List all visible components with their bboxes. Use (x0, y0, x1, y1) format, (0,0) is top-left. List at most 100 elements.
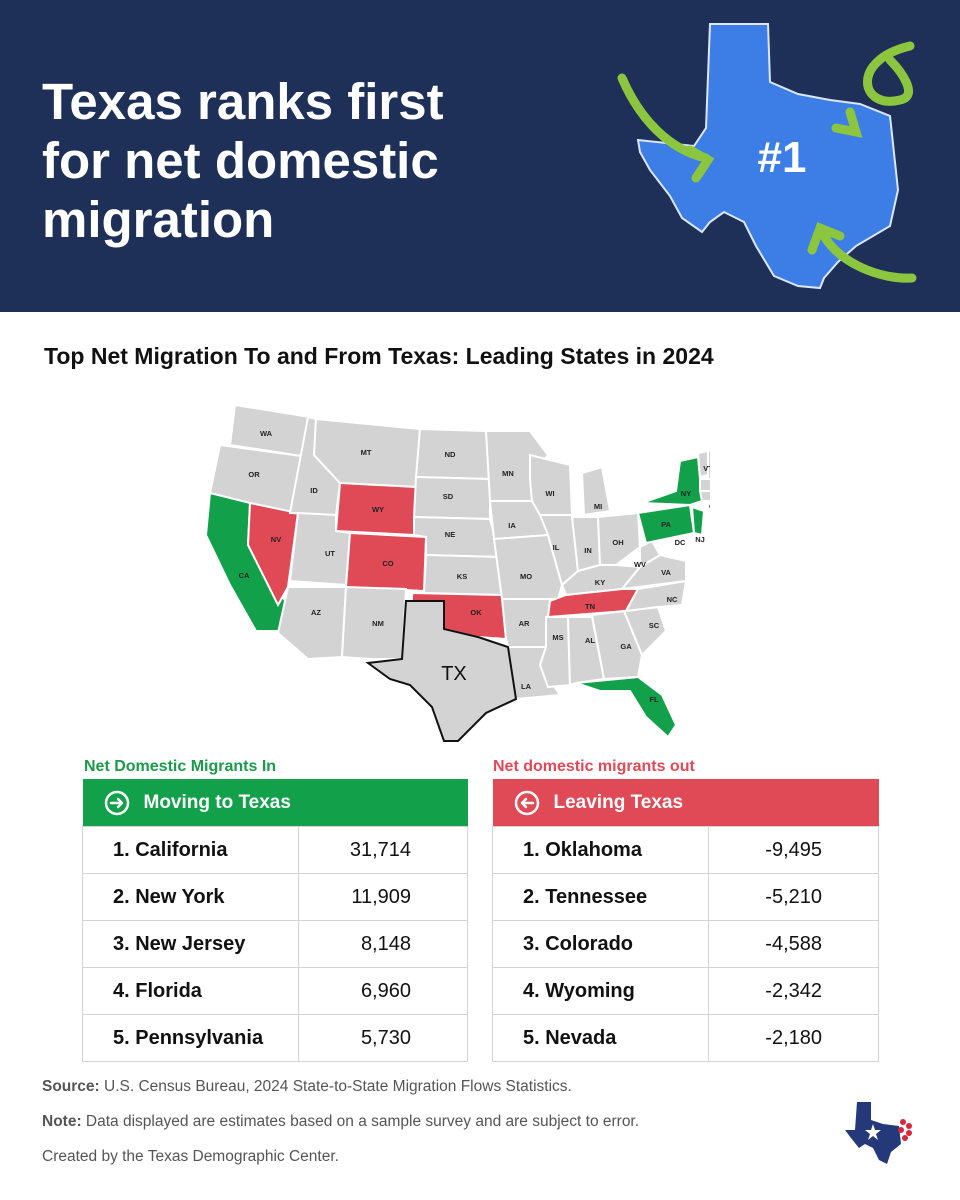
label-wv: WV (634, 560, 646, 569)
state-nm (340, 585, 408, 660)
migrant-count: 6,960 (298, 967, 468, 1015)
state-name: 5. Nevada (492, 1014, 709, 1062)
state-name: 3. New Jersey (82, 920, 299, 968)
table-row: 5. Pennsylvania 5,730 (82, 1014, 468, 1062)
texas-rank-graphic: #1 (617, 23, 917, 290)
table-header: Leaving Texas (492, 779, 879, 827)
label-fl: FL (649, 695, 659, 704)
state-name: 4. Wyoming (492, 967, 709, 1015)
label-ut: UT (325, 549, 335, 558)
us-migration-map: WA OR ID MT WY ND SD NE MN IA WI MI IL I… (204, 403, 710, 742)
state-nh (707, 449, 710, 480)
label-mo: MO (520, 572, 532, 581)
label-mt: MT (361, 448, 372, 457)
migrant-count: 5,730 (298, 1014, 468, 1062)
label-sc: SC (649, 621, 660, 630)
arrow-right-circle-icon (104, 790, 129, 815)
state-name: 2. New York (82, 873, 299, 921)
state-name: 4. Florida (82, 967, 299, 1015)
label-oh: OH (612, 538, 623, 547)
state-name: 1. Oklahoma (492, 826, 709, 874)
label-il: IL (553, 543, 560, 552)
label-or: OR (248, 470, 260, 479)
label-al: AL (585, 636, 595, 645)
migrant-count: 11,909 (298, 873, 468, 921)
migrant-count: 31,714 (298, 826, 468, 874)
state-nj (690, 505, 706, 537)
leaving-texas-table: Leaving Texas 1. Oklahoma -9,495 2. Tenne… (492, 779, 879, 1062)
table-header-label: Leaving Texas (553, 791, 684, 813)
header-banner: Texas ranks first for net domestic migra… (0, 0, 960, 312)
data-note: Note: Data displayed are estimates based… (42, 1113, 639, 1131)
rank-badge: #1 (758, 133, 807, 182)
table-row: 5. Nevada -2,180 (492, 1014, 879, 1062)
texas-shape-icon (636, 23, 900, 290)
label-wi: WI (545, 489, 554, 498)
source-note: Source: U.S. Census Bureau, 2024 State-t… (42, 1078, 572, 1096)
table-row: 4. Florida 6,960 (82, 967, 468, 1015)
label-tn: TN (585, 602, 595, 611)
texas-demographic-center-logo (845, 1102, 912, 1164)
table-row: 4. Wyoming -2,342 (492, 967, 879, 1015)
state-va (619, 553, 687, 591)
state-mo (492, 533, 564, 600)
table-header-label: Moving to Texas (143, 791, 291, 813)
arrow-icons (617, 41, 917, 283)
label-nv: NV (271, 535, 281, 544)
source-text: U.S. Census Bureau, 2024 State-to-State … (99, 1078, 572, 1095)
arrow-left-circle-icon (514, 790, 539, 815)
state-wi (529, 453, 574, 516)
state-name: 2. Tennessee (492, 873, 709, 921)
section-title: Top Net Migration To and From Texas: Lea… (44, 343, 714, 369)
state-labels: WA OR ID MT WY ND SD NE MN IA WI MI IL I… (239, 429, 710, 704)
label-dc: DC (675, 538, 686, 547)
state-ne (413, 515, 502, 559)
label-ks: KS (457, 572, 467, 581)
source-label: Source: (42, 1078, 100, 1095)
state-oh (596, 511, 642, 566)
state-mi (580, 465, 612, 517)
label-ok: OK (470, 608, 482, 617)
label-va: VA (661, 568, 671, 577)
credit-text: Created by the Texas Demographic Center. (42, 1148, 339, 1165)
table-header: Moving to Texas (82, 779, 468, 827)
table-row: 3. Colorado -4,588 (492, 920, 879, 968)
label-wa: WA (260, 429, 273, 438)
out-caption: Net domestic migrants out (493, 758, 695, 775)
label-sd: SD (443, 492, 454, 501)
label-co: CO (382, 559, 393, 568)
note-label: Note: (42, 1113, 82, 1130)
migrant-count: -4,588 (708, 920, 879, 968)
label-ky: KY (595, 578, 605, 587)
state-tx (365, 600, 518, 742)
label-nm: NM (372, 619, 384, 628)
label-pa: PA (661, 520, 671, 529)
label-az: AZ (311, 608, 321, 617)
note-text: Data displayed are estimates based on a … (81, 1113, 640, 1130)
state-ny (641, 455, 704, 507)
state-ga (590, 609, 644, 681)
state-az (276, 586, 348, 661)
moving-to-texas-table: Moving to Texas 1. California 31,714 2. N… (82, 779, 468, 1062)
migrant-count: -2,180 (708, 1014, 879, 1062)
state-ma (699, 478, 710, 492)
label-ny: NY (681, 489, 691, 498)
in-caption: Net Domestic Migrants In (84, 758, 277, 775)
state-ct (698, 490, 710, 502)
state-fl (575, 675, 678, 739)
page-title: Texas ranks first for net domestic migra… (42, 73, 444, 248)
label-mn: MN (502, 469, 514, 478)
label-ca: CA (239, 571, 250, 580)
label-wy: WY (372, 505, 384, 514)
label-ne: NE (445, 530, 455, 539)
label-id: ID (310, 486, 318, 495)
label-nc: NC (667, 595, 678, 604)
state-name: 3. Colorado (492, 920, 709, 968)
label-in: IN (584, 546, 592, 555)
migrant-count: -2,342 (708, 967, 879, 1015)
migrant-count: -9,495 (708, 826, 879, 874)
migrant-count: -5,210 (708, 873, 879, 921)
table-row: 3. New Jersey 8,148 (82, 920, 468, 968)
label-la: LA (521, 682, 532, 691)
state-name: 1. California (82, 826, 299, 874)
